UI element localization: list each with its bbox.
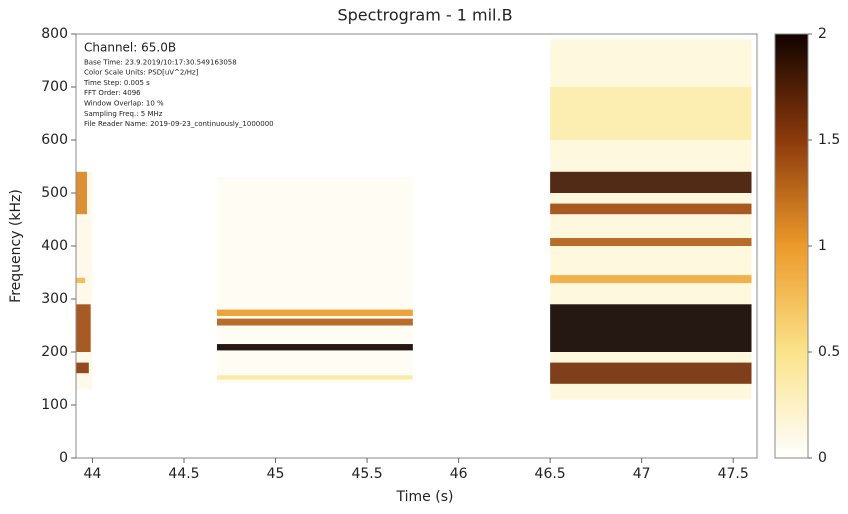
x-tick-label: 45 [267, 466, 285, 482]
annotation: Sampling Freq.: 5 MHz [84, 110, 163, 118]
spectrogram-band [76, 304, 91, 352]
spectrogram-band [550, 362, 752, 384]
chart-title: Spectrogram - 1 mil.B [337, 6, 512, 25]
x-tick-label: 44 [84, 466, 102, 482]
colorbar-tick-label: 1 [818, 238, 827, 254]
spectrogram-band [550, 275, 752, 284]
y-axis-label: Frequency (kHz) [8, 189, 24, 303]
annotation: Time Step: 0.005 s [83, 79, 150, 87]
spectrogram-band [76, 362, 89, 374]
annotation: Color Scale Units: PSD[uV^2/Hz] [84, 69, 199, 77]
spectrogram-band [76, 171, 87, 215]
colorbar-tick-label: 2 [818, 26, 827, 42]
spectrogram-band [216, 318, 413, 326]
y-tick-label: 800 [41, 26, 68, 42]
y-tick-label: 700 [41, 79, 68, 95]
x-tick-label: 44.5 [168, 466, 199, 482]
x-axis-label: Time (s) [396, 489, 454, 505]
annotation: Base Time: 23.9.2019/10:17:30.549163058 [84, 58, 237, 66]
y-tick-label: 0 [59, 450, 68, 466]
spectrogram-band [216, 344, 413, 351]
spectrogram-band [216, 309, 413, 316]
colorbar-tick-label: 0 [818, 450, 827, 466]
spectrogram-band [216, 375, 413, 380]
x-tick-label: 47 [633, 466, 651, 482]
colorbar-tick-label: 0.5 [818, 344, 840, 360]
spectrogram-band [550, 87, 752, 140]
spectrogram-band [550, 171, 752, 193]
y-tick-label: 100 [41, 397, 68, 413]
spectrogram-band [550, 203, 752, 215]
y-tick-label: 300 [41, 291, 68, 307]
spectrogram-band [550, 304, 752, 352]
x-tick-label: 45.5 [351, 466, 382, 482]
annotation: File Reader Name: 2019-09-23_continuousl… [84, 120, 274, 128]
y-tick-label: 500 [41, 185, 68, 201]
y-tick-label: 400 [41, 238, 68, 254]
annotation: FFT Order: 4096 [84, 89, 141, 97]
spectrogram-band [550, 238, 752, 246]
colorbar [774, 33, 809, 459]
x-tick-label: 46 [450, 466, 468, 482]
y-tick-label: 200 [41, 344, 68, 360]
annotation: Window Overlap: 10 % [84, 100, 164, 108]
spectrogram-band [76, 277, 86, 284]
x-tick-label: 46.5 [535, 466, 566, 482]
spectrogram-band [216, 177, 413, 384]
x-tick-label: 47.5 [718, 466, 749, 482]
y-tick-label: 600 [41, 132, 68, 148]
annotation: Channel: 65.0B [84, 41, 176, 55]
colorbar-tick-label: 1.5 [818, 132, 840, 148]
